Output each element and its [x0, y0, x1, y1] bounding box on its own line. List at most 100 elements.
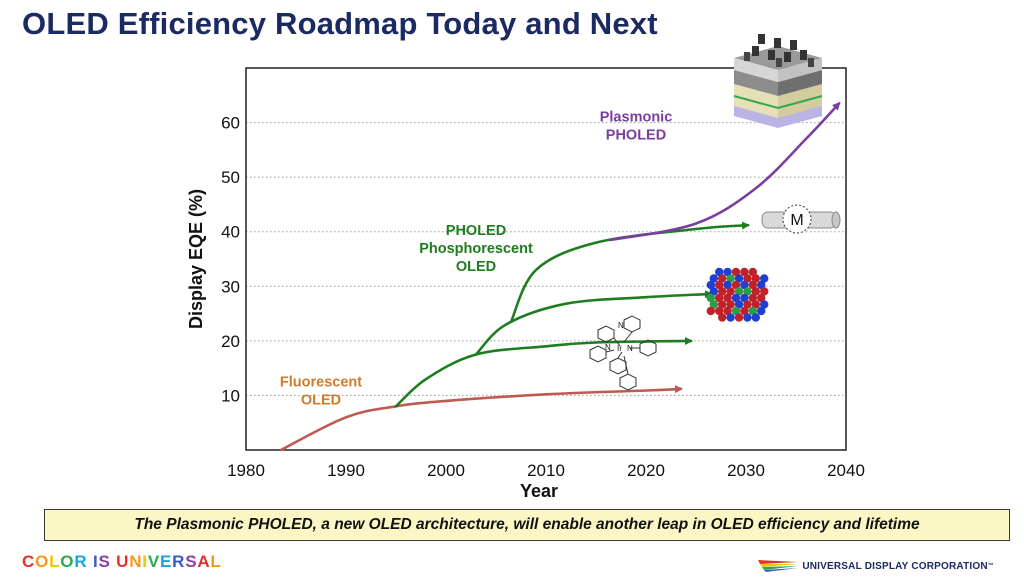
cluster-atom	[731, 293, 741, 303]
atom-label: Ir	[617, 344, 622, 353]
cluster-atom	[760, 274, 769, 283]
brand-letter: U	[116, 552, 130, 571]
plasmonic-device-illustration	[733, 34, 823, 128]
brand-letter: N	[129, 552, 143, 571]
cluster-atom	[757, 293, 766, 303]
y-tick-label: 50	[221, 168, 240, 187]
cluster-atom	[757, 306, 766, 316]
x-tick-labels: 1980 1990 2000 2010 2020 2030 2040	[227, 461, 865, 480]
brand-letter: E	[159, 552, 173, 571]
series-annotation-line: Phosphorescent	[419, 241, 533, 257]
cluster-atom	[715, 306, 724, 316]
cluster-atom	[751, 300, 760, 309]
x-tick-label: 2000	[427, 461, 465, 480]
cluster-atom	[715, 267, 724, 277]
y-tick-label: 30	[221, 277, 240, 296]
cluster-atom	[709, 300, 718, 309]
molecule-cluster-illustration	[706, 267, 769, 322]
cluster-atom	[743, 313, 752, 322]
series-annotation-line: PHOLED	[606, 127, 666, 143]
grid-lines	[246, 122, 846, 396]
cluster-atom	[715, 293, 724, 303]
cluster-atom	[748, 306, 757, 316]
cluster-atom	[760, 287, 769, 296]
cluster-atom	[743, 300, 752, 309]
y-tick-label: 60	[221, 114, 240, 133]
cluster-atom	[740, 293, 749, 303]
atom-label: N	[618, 321, 624, 330]
slide-title: OLED Efficiency Roadmap Today and Next	[22, 6, 658, 41]
cluster-atom	[718, 300, 727, 309]
y-axis-label: Display EQE (%)	[186, 189, 206, 329]
x-tick-label: 2010	[527, 461, 565, 480]
brand-letter: R	[74, 552, 88, 571]
x-tick-label: 2040	[827, 461, 865, 480]
molecular-motif-illustration: M	[761, 204, 841, 234]
x-tick-label: 1980	[227, 461, 265, 480]
brand-letter: R	[172, 552, 186, 571]
cluster-atom	[748, 293, 757, 303]
brand-letter: O	[60, 552, 75, 571]
cluster-atom	[726, 274, 735, 283]
cluster-atom	[723, 306, 732, 316]
cluster-atom	[748, 280, 757, 290]
series-line-0	[279, 385, 683, 452]
trademark-mark: ™	[987, 563, 994, 569]
cluster-atom	[726, 287, 735, 296]
series-line-3	[509, 221, 750, 324]
y-tick-labels: 10 20 30 40 50 60	[221, 114, 240, 406]
y-tick-label: 10	[221, 386, 240, 405]
series-annotation-line: PHOLED	[446, 223, 506, 239]
x-tick-label: 2030	[727, 461, 765, 480]
atom-label: N	[605, 343, 611, 352]
x-axis-label: Year	[520, 481, 558, 501]
series-line-4	[609, 102, 841, 242]
cluster-atom	[740, 267, 749, 277]
series-lines	[279, 102, 841, 452]
cluster-atom	[718, 287, 727, 296]
cluster-atom	[734, 274, 744, 283]
cluster-atom	[706, 280, 715, 290]
series-line-1	[394, 336, 693, 408]
cluster-atom	[731, 267, 741, 277]
cluster-atom	[740, 306, 749, 316]
cluster-atom	[726, 300, 735, 309]
company-name: UNIVERSAL DISPLAY CORPORATION	[802, 560, 988, 572]
brand-letter: S	[185, 552, 198, 571]
y-tick-label: 20	[221, 332, 240, 351]
cluster-atom	[740, 280, 749, 290]
cluster-atom	[715, 280, 724, 290]
company-footer: UNIVERSAL DISPLAY CORPORATION ™	[758, 560, 994, 572]
cluster-atom	[709, 287, 718, 296]
iridium-complex-labels: N N Ir N	[605, 321, 633, 353]
cluster-atom	[723, 293, 732, 303]
y-tick-label: 40	[221, 223, 240, 242]
brand-letter: O	[35, 552, 50, 571]
company-logo-icon	[758, 560, 799, 572]
cluster-atom	[734, 313, 744, 322]
brand-letter: I	[92, 552, 99, 571]
motif-label: M	[790, 212, 803, 229]
series-annotation-line: Plasmonic	[600, 109, 673, 125]
slide-caption: The Plasmonic PHOLED, a new OLED archite…	[44, 509, 1010, 541]
cluster-atom	[757, 280, 766, 290]
cluster-atom	[723, 280, 732, 290]
cluster-atom	[731, 280, 741, 290]
series-annotation-line: Fluorescent	[280, 375, 362, 391]
cluster-atom	[726, 313, 735, 322]
series-annotations: Fluorescent OLED PHOLED Phosphorescent OLED P…	[280, 109, 672, 408]
cluster-atom	[748, 267, 757, 277]
cluster-atom	[731, 306, 741, 316]
brand-letter: S	[98, 552, 111, 571]
brand-letter: A	[197, 552, 211, 571]
x-tick-label: 2020	[627, 461, 665, 480]
cluster-atom	[723, 267, 732, 277]
brand-letter: C	[22, 552, 36, 571]
cluster-atom	[751, 274, 760, 283]
cluster-atom	[743, 287, 752, 296]
brand-letter: I	[142, 552, 148, 571]
series-annotation-line: OLED	[456, 259, 496, 275]
cluster-atom	[709, 274, 718, 283]
brand-letter: L	[210, 552, 222, 571]
